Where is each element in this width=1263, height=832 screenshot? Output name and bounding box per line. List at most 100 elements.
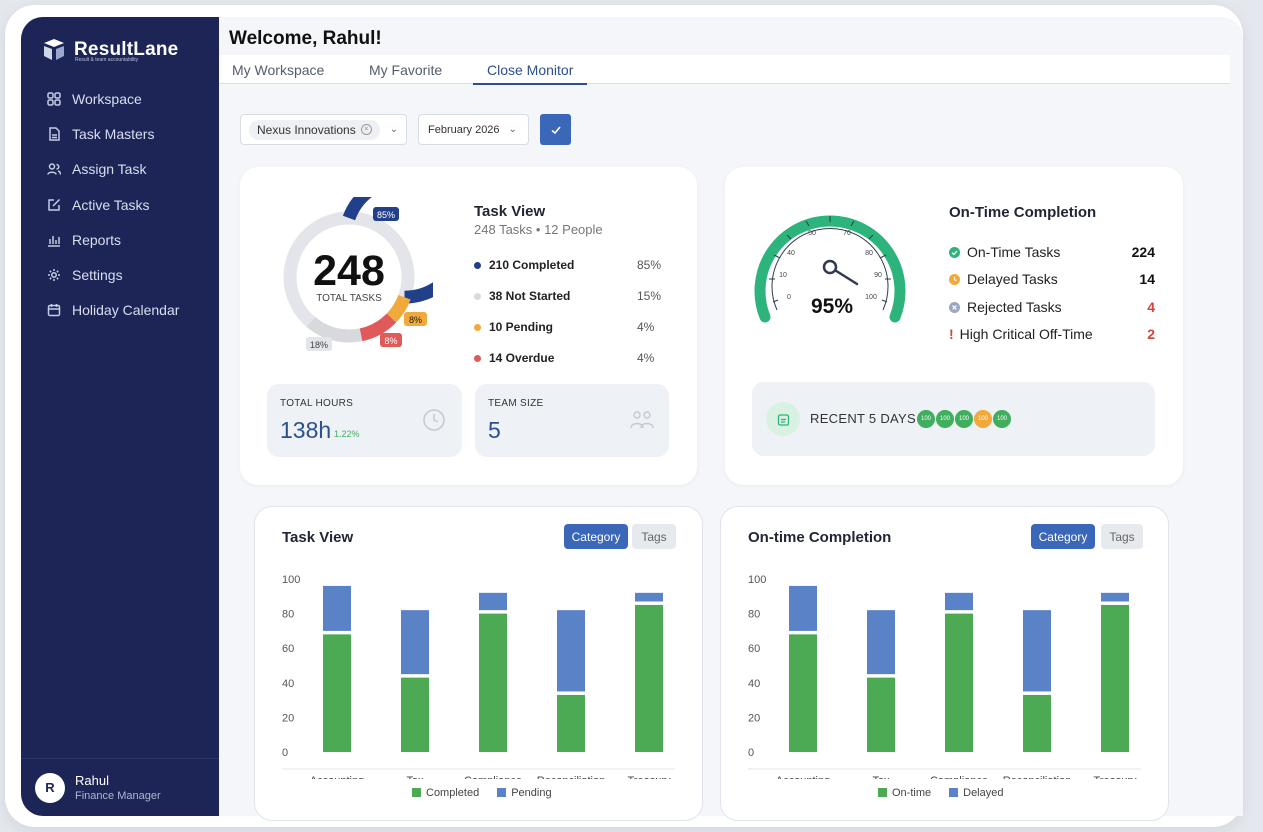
donut-overdue-arc [359,313,397,342]
on-time-tasks-value: 224 [1131,244,1155,260]
bar-pending[interactable] [479,592,507,611]
legend-label: On-time [892,787,932,799]
delayed-tasks-value: 14 [1139,271,1155,287]
sidebar-item-reports[interactable]: Reports [21,222,219,257]
legend-label: 38 Not Started [489,289,571,303]
bar-delayed[interactable] [867,610,895,675]
tab-close-monitor[interactable]: Close Monitor [473,62,588,85]
page-title: Welcome, Rahul! [229,28,382,49]
apply-filter-button[interactable] [540,114,571,145]
user-profile[interactable]: R Rahul Finance Manager [21,758,219,816]
app-logo[interactable]: ResultLane Result & team accountability [41,37,178,63]
category-button[interactable]: Category [1031,524,1095,549]
bar-on-time[interactable] [867,677,895,752]
avatar: R [35,772,65,803]
bar-pending[interactable] [323,585,351,631]
donut-label-pending: 8% [409,315,422,325]
bar-pending[interactable] [635,592,663,602]
sidebar-item-label: Settings [72,267,123,284]
donut-notstarted-arc [306,316,363,343]
gauge-tick-label: 40 [787,250,795,257]
sidebar-item-assign-task[interactable]: Assign Task [21,152,219,187]
period-select[interactable]: February 2026 ⌄ [418,114,529,145]
row-label: Delayed Tasks [967,271,1058,287]
tags-button[interactable]: Tags [632,524,676,549]
clear-icon[interactable]: × [360,124,372,135]
bar-delayed[interactable] [1023,610,1051,692]
category-button[interactable]: Category [564,524,628,549]
legend-label: Completed [426,787,480,799]
app-name: ResultLane [74,39,179,60]
bar-completed[interactable] [635,604,663,752]
x-circle-icon [949,301,960,313]
document-icon [49,127,60,141]
edit-icon [48,198,61,211]
sidebar-item-holiday-calendar[interactable]: Holiday Calendar [21,293,219,328]
legend-label: Pending [511,787,552,799]
bar-completed[interactable] [557,694,585,752]
x-tick-label: Accounting [776,775,830,779]
x-tick-label: Compliance [930,775,988,779]
bar-delayed[interactable] [945,592,973,611]
gauge-tick-label: 10 [779,272,787,279]
sidebar-item-settings[interactable]: Settings [21,257,219,292]
alert-icon: ! [949,326,954,342]
task-view-card: 85% 18% 8% 8% 248 TOTAL TASKS Task View … [240,167,697,485]
donut-label-overdue: 8% [384,336,397,346]
row-label: High Critical Off-Time [959,326,1093,342]
legend-overdue: 14 Overdue [474,351,554,365]
x-tick-label: Tax [406,775,424,779]
bar-on-time[interactable] [1101,604,1129,752]
check-circle-icon [949,246,960,258]
y-tick-label: 0 [282,747,288,759]
x-tick-label: Treasury [628,775,671,779]
bar-on-time[interactable] [789,634,817,752]
rejected-tasks-value: 4 [1147,299,1155,315]
gauge-tick-label: 100 [865,294,877,301]
panel-title: On-time Completion [748,529,892,546]
company-select[interactable]: Nexus Innovations × ⌄ [240,114,407,145]
legend-pct: 4% [637,320,655,334]
donut-pending-arc [386,294,411,323]
bar-on-time[interactable] [945,613,973,752]
bar-completed[interactable] [479,613,507,752]
recent-days-panel: RECENT 5 DAYS 100 100 100 100 100 [752,382,1155,456]
company-chip: Nexus Innovations × [249,119,380,140]
stat-label: TEAM SIZE [488,398,544,409]
y-tick-label: 40 [282,678,294,690]
bar-completed[interactable] [401,677,429,752]
sidebar-item-active-tasks[interactable]: Active Tasks [21,187,219,222]
legend-label: Delayed [963,787,1004,799]
on-time-bar-chart: 0 20 40 60 80 100 Accounting Tax Compliance Recon… [748,574,1141,779]
on-time-card: 0 10 40 50 70 80 90 100 95% On-Time Comp… [725,167,1183,485]
sidebar-item-workspace[interactable]: Workspace [21,81,219,116]
recent-days-label: RECENT 5 DAYS [810,411,917,426]
bar-delayed[interactable] [789,585,817,631]
sidebar-item-task-masters[interactable]: Task Masters [21,116,219,151]
bar-on-time[interactable] [1023,694,1051,752]
sidebar-item-label: Task Masters [72,125,155,142]
period-select-value: February 2026 [428,123,500,136]
legend-completed: 210 Completed [474,258,574,272]
y-tick-label: 60 [282,643,294,655]
sidebar-item-label: Active Tasks [72,196,150,213]
bar-pending[interactable] [401,610,429,675]
bar-completed[interactable] [323,634,351,752]
gauge-chart: 0 10 40 50 70 80 90 100 [754,215,906,323]
tab-my-favorite[interactable]: My Favorite [369,62,443,78]
bar-delayed[interactable] [1101,592,1129,602]
tab-my-workspace[interactable]: My Workspace [232,62,325,78]
sidebar-item-label: Assign Task [72,161,147,178]
bar-chart-icon [48,235,60,247]
on-time-bar-panel: On-time Completion Category Tags 0 20 40 60… [720,506,1169,821]
legend-item-pending: Pending [497,787,552,799]
team-icon [630,411,654,429]
task-donut-chart: 85% 18% 8% 8% [283,197,433,351]
x-tick-label: Reconciliation [1003,775,1071,779]
tags-button[interactable]: Tags [1101,524,1143,549]
check-icon [550,125,561,134]
user-role: Finance Manager [75,790,161,802]
legend-item-delayed: Delayed [949,787,1003,799]
y-tick-label: 20 [282,712,294,724]
bar-pending[interactable] [557,610,585,692]
